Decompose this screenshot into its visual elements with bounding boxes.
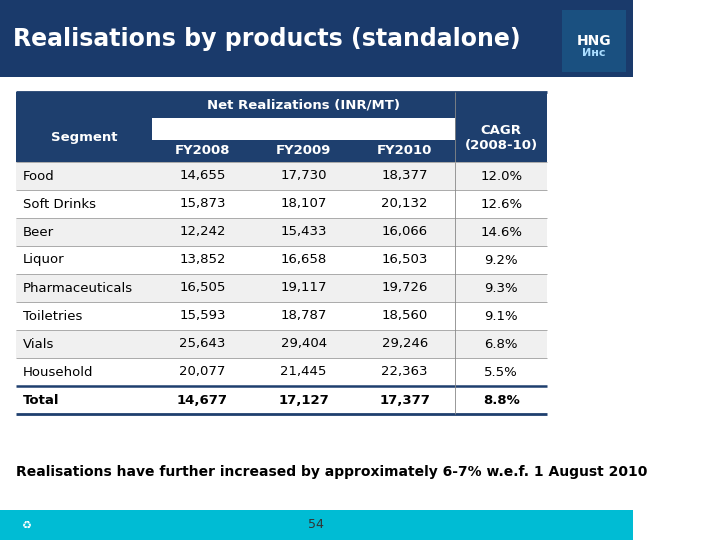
Bar — [562, 10, 626, 72]
Text: 20,077: 20,077 — [179, 366, 226, 379]
Text: 18,107: 18,107 — [280, 198, 327, 211]
Text: Household: Household — [23, 366, 94, 379]
Text: 17,127: 17,127 — [278, 394, 329, 407]
Bar — [0, 510, 53, 540]
Text: FY2009: FY2009 — [276, 145, 331, 158]
Text: 12,242: 12,242 — [179, 226, 226, 239]
Text: 18,377: 18,377 — [382, 170, 428, 183]
Text: 12.0%: 12.0% — [480, 170, 523, 183]
Text: 15,433: 15,433 — [280, 226, 327, 239]
Text: 16,658: 16,658 — [281, 253, 327, 267]
Bar — [16, 302, 547, 330]
Bar — [152, 140, 455, 162]
Text: 22,363: 22,363 — [382, 366, 428, 379]
Bar — [16, 246, 547, 274]
Text: Liquor: Liquor — [23, 253, 65, 267]
Bar — [16, 162, 547, 190]
Text: 19,117: 19,117 — [280, 281, 327, 294]
Bar — [455, 114, 547, 162]
Text: 20,132: 20,132 — [382, 198, 428, 211]
Text: HNG: HNG — [577, 34, 611, 48]
Text: 18,787: 18,787 — [280, 309, 327, 322]
Bar — [16, 330, 547, 358]
Bar — [16, 92, 547, 118]
Text: 54: 54 — [308, 518, 324, 531]
Bar — [152, 92, 455, 118]
Text: Realisations have further increased by approximately 6-7% w.e.f. 1 August 2010: Realisations have further increased by a… — [16, 465, 647, 479]
Text: 16,503: 16,503 — [382, 253, 428, 267]
Text: FY2008: FY2008 — [175, 145, 230, 158]
Text: 8.8%: 8.8% — [483, 394, 520, 407]
Text: 18,560: 18,560 — [382, 309, 428, 322]
Bar — [16, 386, 547, 414]
Text: 12.6%: 12.6% — [480, 198, 523, 211]
Text: 17,377: 17,377 — [379, 394, 430, 407]
Text: 13,852: 13,852 — [179, 253, 226, 267]
Text: 25,643: 25,643 — [179, 338, 226, 350]
Text: CAGR
(2008-10): CAGR (2008-10) — [464, 124, 538, 152]
Text: 9.1%: 9.1% — [485, 309, 518, 322]
Text: ♻: ♻ — [22, 520, 32, 530]
Text: 6.8%: 6.8% — [485, 338, 518, 350]
Text: Realisations by products (standalone): Realisations by products (standalone) — [13, 27, 521, 51]
Text: Pharmaceuticals: Pharmaceuticals — [23, 281, 133, 294]
Text: Segment: Segment — [50, 132, 117, 145]
Text: Инс: Инс — [582, 48, 606, 58]
Text: 16,066: 16,066 — [382, 226, 428, 239]
Text: 21,445: 21,445 — [280, 366, 327, 379]
Bar — [0, 510, 633, 540]
Text: 14.6%: 14.6% — [480, 226, 522, 239]
Text: Net Realizations (INR/MT): Net Realizations (INR/MT) — [207, 98, 400, 111]
Text: FY2010: FY2010 — [377, 145, 432, 158]
Text: 17,730: 17,730 — [280, 170, 327, 183]
Text: 15,593: 15,593 — [179, 309, 226, 322]
Bar — [16, 274, 547, 302]
Bar — [0, 0, 633, 77]
Text: 29,246: 29,246 — [382, 338, 428, 350]
Text: Vials: Vials — [23, 338, 54, 350]
Bar — [16, 218, 547, 246]
Bar — [16, 114, 152, 162]
Text: 15,873: 15,873 — [179, 198, 226, 211]
Text: 5.5%: 5.5% — [485, 366, 518, 379]
Bar — [558, 0, 633, 77]
Bar — [16, 190, 547, 218]
Text: Beer: Beer — [23, 226, 54, 239]
Text: 19,726: 19,726 — [382, 281, 428, 294]
Text: 14,655: 14,655 — [179, 170, 226, 183]
Text: Toiletries: Toiletries — [23, 309, 82, 322]
Bar — [16, 358, 547, 386]
Text: 9.2%: 9.2% — [485, 253, 518, 267]
Text: Soft Drinks: Soft Drinks — [23, 198, 96, 211]
Text: 29,404: 29,404 — [281, 338, 327, 350]
Text: Food: Food — [23, 170, 55, 183]
Text: 16,505: 16,505 — [179, 281, 226, 294]
Text: Total: Total — [23, 394, 59, 407]
Text: 9.3%: 9.3% — [485, 281, 518, 294]
Text: 14,677: 14,677 — [177, 394, 228, 407]
